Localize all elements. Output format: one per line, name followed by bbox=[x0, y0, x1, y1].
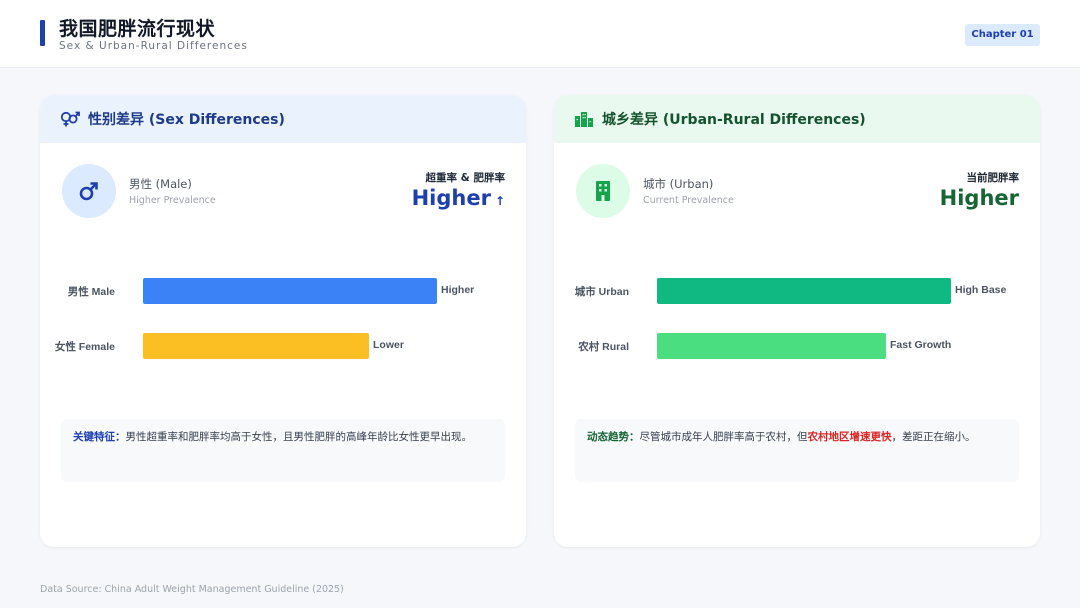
urban-rural-card: 城乡差异 (Urban-Rural Differences) 城市 (Urban… bbox=[554, 95, 1040, 547]
bar-category-label: 城市 Urban bbox=[574, 286, 629, 298]
card-header: 城乡差异 (Urban-Rural Differences) bbox=[554, 95, 1040, 143]
note-highlight: 农村地区增速更快 bbox=[807, 431, 892, 443]
metric-value-text: Higher bbox=[411, 186, 491, 210]
card-title: 城乡差异 (Urban-Rural Differences) bbox=[602, 112, 866, 128]
note-key: 动态趋势： bbox=[587, 431, 640, 443]
bar-value-label: High Base bbox=[955, 284, 1007, 296]
bar-value-label: Fast Growth bbox=[890, 339, 952, 351]
metric-name: 城市 (Urban) bbox=[643, 177, 714, 191]
building-icon-circle bbox=[576, 164, 630, 218]
metric-label: 当前肥胖率 bbox=[966, 172, 1020, 184]
bar-row: 城市 Urban High Base bbox=[554, 278, 1040, 304]
bar bbox=[143, 278, 437, 304]
metric-name: 男性 (Male) bbox=[129, 177, 192, 191]
bar-category-label: 女性 Female bbox=[54, 341, 115, 353]
key-feature-note: 关键特征：男性超重率和肥胖率均高于女性，且男性肥胖的高峰年龄比女性更早出现。 bbox=[61, 419, 505, 482]
note-text: 男性超重率和肥胖率均高于女性，且男性肥胖的高峰年龄比女性更早出现。 bbox=[125, 431, 473, 443]
city-icon bbox=[574, 110, 594, 128]
page-title: 我国肥胖流行现状 bbox=[59, 18, 216, 40]
note-key: 关键特征： bbox=[73, 431, 126, 443]
bar-row: 女性 Female Lower bbox=[40, 333, 526, 359]
metric-value: Higher ↑ bbox=[412, 186, 505, 210]
data-source-footer: Data Source: China Adult Weight Manageme… bbox=[40, 584, 344, 595]
bar bbox=[657, 333, 886, 359]
male-icon-circle bbox=[62, 164, 116, 218]
dynamic-trend-note: 动态趋势：尽管城市成年人肥胖率高于农村，但农村地区增速更快，差距正在缩小。 bbox=[575, 419, 1019, 482]
bar-category-label: 男性 Male bbox=[67, 286, 115, 298]
gender-icon bbox=[60, 110, 80, 128]
bar-row-clip: 农村 Rural Fast Growth bbox=[554, 333, 1019, 359]
metric-label: 超重率 & 肥胖率 bbox=[425, 172, 505, 184]
note-text-end: ，差距正在缩小。 bbox=[891, 431, 976, 443]
card-header: 性别差异 (Sex Differences) bbox=[40, 95, 526, 143]
bar-row: 男性 Male Higher bbox=[40, 278, 526, 304]
bar-row: 农村 Rural Fast Growth bbox=[554, 333, 1040, 359]
bar-row-clip: 城市 Urban High Base bbox=[554, 278, 1019, 304]
sex-differences-card: 性别差异 (Sex Differences) 男性 (Male) Higher … bbox=[40, 95, 526, 547]
building-icon bbox=[596, 181, 610, 201]
bar bbox=[657, 278, 951, 304]
arrow-up-icon: ↑ bbox=[494, 194, 505, 208]
page-subtitle: Sex & Urban-Rural Differences bbox=[59, 40, 248, 52]
page-header: 我国肥胖流行现状 Sex & Urban-Rural Differences C… bbox=[0, 0, 1080, 68]
metric-value: Higher bbox=[939, 186, 1019, 210]
bar-row-clip: 男性 Male Higher bbox=[40, 278, 505, 304]
bar-row-clip: 女性 Female Lower bbox=[40, 333, 505, 359]
note-text: 尽管城市成年人肥胖率高于农村，但 bbox=[639, 431, 808, 443]
metric-subtitle: Current Prevalence bbox=[643, 195, 734, 206]
chapter-badge: Chapter 01 bbox=[965, 24, 1040, 46]
bar-value-label: Higher bbox=[441, 284, 475, 296]
metric-subtitle: Higher Prevalence bbox=[129, 195, 216, 206]
bar-value-label: Lower bbox=[373, 339, 404, 351]
title-accent-bar bbox=[40, 20, 45, 46]
male-icon bbox=[79, 182, 98, 201]
bar bbox=[143, 333, 369, 359]
card-title: 性别差异 (Sex Differences) bbox=[88, 112, 285, 128]
bar-category-label: 农村 Rural bbox=[578, 341, 629, 353]
